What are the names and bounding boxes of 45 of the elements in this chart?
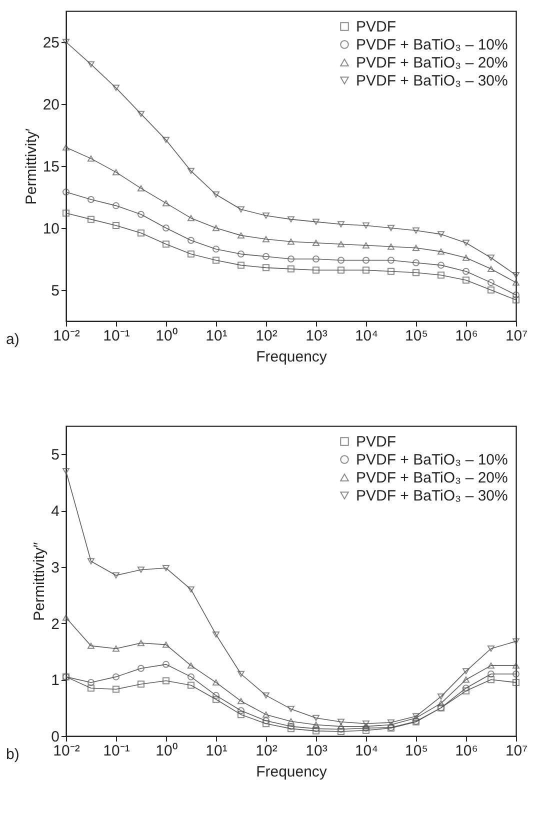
y-tick-label: 25 bbox=[42, 34, 60, 52]
x-tick-label: 10² bbox=[256, 742, 278, 760]
legend-label: PVDF bbox=[356, 18, 396, 36]
y-axis-title: Permittivity″ bbox=[31, 541, 48, 621]
x-tick-label: 10¹ bbox=[206, 328, 228, 344]
x-tick-label: 10³ bbox=[306, 742, 328, 760]
y-tick-label: 2 bbox=[51, 616, 60, 633]
x-tick-label: 10⁻² bbox=[53, 742, 80, 760]
y-tick-label: 1 bbox=[51, 672, 60, 690]
legend-label: PVDF + BaTiO₃ – 30% bbox=[356, 72, 508, 90]
y-axis-title: Permittivity′ bbox=[22, 128, 40, 205]
y-tick-label: 10 bbox=[42, 220, 60, 238]
x-tick-label: 10⁵ bbox=[405, 328, 428, 344]
x-tick-label: 10⁰ bbox=[156, 328, 178, 344]
text: a) bbox=[6, 331, 20, 348]
x-tick-label: 10⁻² bbox=[53, 328, 80, 344]
y-tick-label: 0 bbox=[51, 728, 60, 746]
x-tick-label: 10³ bbox=[306, 328, 328, 344]
legend-label: PVDF + BaTiO₃ – 20% bbox=[356, 470, 508, 486]
y-tick-label: 3 bbox=[51, 559, 60, 576]
x-tick-label: 10⁰ bbox=[156, 742, 178, 760]
x-tick-label: 10⁴ bbox=[354, 328, 378, 344]
x-tick-label: 10² bbox=[256, 328, 278, 344]
x-axis-title: Frequency bbox=[256, 764, 328, 780]
y-tick-label: 5 bbox=[51, 446, 60, 464]
y-tick-label: 15 bbox=[42, 158, 60, 176]
x-tick-label: 10⁷ bbox=[505, 328, 528, 344]
x-tick-label: 10⁻¹ bbox=[103, 742, 130, 760]
legend-label: PVDF + BaTiO₃ – 30% bbox=[356, 488, 508, 504]
y-tick-label: 4 bbox=[51, 503, 60, 520]
x-tick-label: 10⁶ bbox=[455, 742, 478, 760]
legend-label: PVDF + BaTiO₃ – 20% bbox=[356, 54, 508, 72]
x-tick-label: 10⁷ bbox=[505, 742, 528, 760]
x-tick-label: 10⁻¹ bbox=[103, 328, 130, 344]
x-tick-label: 10¹ bbox=[206, 742, 228, 760]
x-tick-label: 10⁴ bbox=[354, 742, 378, 760]
x-tick-label: 10⁵ bbox=[405, 742, 428, 760]
x-axis-title: Frequency bbox=[256, 348, 328, 366]
legend-label: PVDF + BaTiO₃ – 10% bbox=[356, 452, 508, 468]
text: b) bbox=[6, 746, 20, 763]
legend-label: PVDF + BaTiO₃ – 10% bbox=[356, 36, 508, 54]
y-tick-label: 5 bbox=[51, 282, 60, 300]
x-tick-label: 10⁶ bbox=[455, 328, 478, 344]
y-tick-label: 20 bbox=[42, 96, 60, 114]
legend-label: PVDF bbox=[356, 434, 396, 450]
